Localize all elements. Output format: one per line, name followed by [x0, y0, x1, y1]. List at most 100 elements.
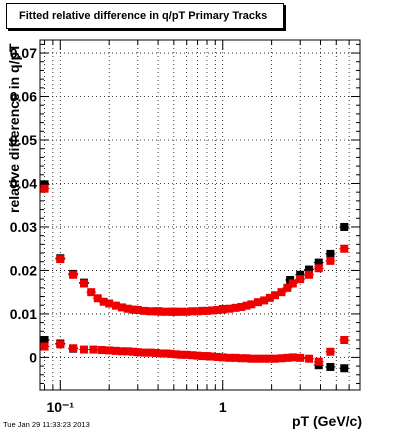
- grid: [40, 40, 361, 390]
- point-marker: [288, 353, 297, 362]
- point-marker: [80, 345, 89, 354]
- point-marker: [247, 354, 256, 363]
- point-marker: [99, 297, 108, 306]
- point-marker: [305, 270, 314, 279]
- point-marker: [208, 306, 217, 315]
- data-point: [68, 270, 79, 279]
- point-marker: [218, 353, 227, 362]
- point-marker: [152, 349, 161, 358]
- point-marker: [225, 353, 234, 362]
- point-marker: [265, 354, 274, 363]
- point-marker: [133, 348, 142, 357]
- point-marker: [80, 279, 89, 288]
- point-marker: [314, 357, 323, 366]
- point-marker: [283, 283, 292, 292]
- point-marker: [105, 299, 114, 308]
- data-point: [79, 279, 89, 288]
- y-tick-label: 0: [29, 349, 37, 365]
- point-marker: [93, 294, 102, 303]
- point-marker: [182, 350, 191, 359]
- data-point: [55, 255, 66, 264]
- point-marker: [133, 306, 142, 314]
- data-point: [88, 345, 99, 354]
- plot-frame: [39, 39, 361, 391]
- timestamp: Tue Jan 29 11:33:23 2013: [3, 420, 90, 429]
- point-marker: [40, 184, 49, 193]
- point-marker: [182, 307, 191, 316]
- data-point: [68, 344, 79, 353]
- data-point: [295, 270, 306, 279]
- point-marker: [123, 304, 132, 313]
- point-marker: [305, 354, 314, 363]
- data-point: [40, 184, 50, 193]
- data-point: [339, 244, 350, 253]
- point-marker: [97, 346, 106, 354]
- y-tick-label: 0.01: [10, 306, 37, 322]
- data-markers: [40, 180, 350, 373]
- data-point: [40, 180, 50, 189]
- point-marker: [202, 352, 211, 361]
- data-point: [325, 256, 336, 265]
- point-marker: [213, 352, 222, 361]
- point-marker: [271, 354, 280, 363]
- point-marker: [166, 349, 175, 358]
- data-point: [339, 364, 350, 373]
- point-marker: [89, 345, 98, 354]
- point-marker: [202, 306, 211, 315]
- point-marker: [296, 270, 305, 279]
- data-point: [304, 354, 315, 363]
- data-point: [313, 357, 324, 366]
- point-marker: [237, 302, 246, 311]
- point-marker: [69, 270, 78, 279]
- data-point: [282, 283, 293, 292]
- data-point: [304, 270, 315, 279]
- point-marker: [326, 249, 335, 258]
- data-point: [339, 222, 350, 231]
- point-marker: [105, 346, 114, 355]
- point-marker: [340, 364, 349, 373]
- point-marker: [218, 305, 227, 314]
- y-tick-label: 0.07: [10, 45, 37, 61]
- data-point: [295, 353, 306, 362]
- point-marker: [254, 298, 263, 307]
- data-point: [276, 288, 287, 297]
- data-point: [40, 342, 50, 351]
- y-tick-label: 0.06: [10, 89, 37, 105]
- x-axis-label: pT (GeV/c): [291, 413, 362, 429]
- point-marker: [166, 307, 175, 316]
- point-marker: [146, 307, 155, 316]
- point-marker: [283, 353, 292, 362]
- data-point: [313, 264, 324, 273]
- point-marker: [213, 306, 222, 314]
- point-marker: [314, 258, 323, 267]
- point-marker: [326, 256, 335, 265]
- data-point: [339, 336, 350, 344]
- point-marker: [260, 296, 269, 305]
- point-marker: [247, 300, 256, 309]
- y-axis-label: relative difference in q/pT: [6, 43, 22, 213]
- point-marker: [225, 304, 234, 313]
- point-marker: [277, 354, 286, 363]
- x-tick-label: 10⁻¹: [46, 399, 74, 415]
- point-marker: [123, 347, 132, 356]
- data-point: [325, 362, 336, 371]
- data-point: [304, 265, 315, 274]
- point-marker: [314, 264, 323, 273]
- point-marker: [118, 347, 127, 356]
- point-marker: [172, 307, 181, 316]
- point-marker: [146, 348, 155, 357]
- point-marker: [296, 353, 305, 362]
- point-marker: [296, 275, 305, 284]
- point-marker: [237, 354, 246, 363]
- point-marker: [40, 336, 49, 344]
- data-point: [79, 345, 89, 354]
- point-marker: [140, 306, 149, 315]
- y-tick-label: 0.04: [10, 175, 37, 191]
- y-tick-label: 0.03: [10, 219, 37, 235]
- point-marker: [340, 244, 349, 253]
- point-marker: [231, 353, 240, 362]
- y-tick-label: 0.05: [10, 132, 37, 148]
- point-marker: [305, 265, 314, 274]
- axes: [39, 39, 361, 391]
